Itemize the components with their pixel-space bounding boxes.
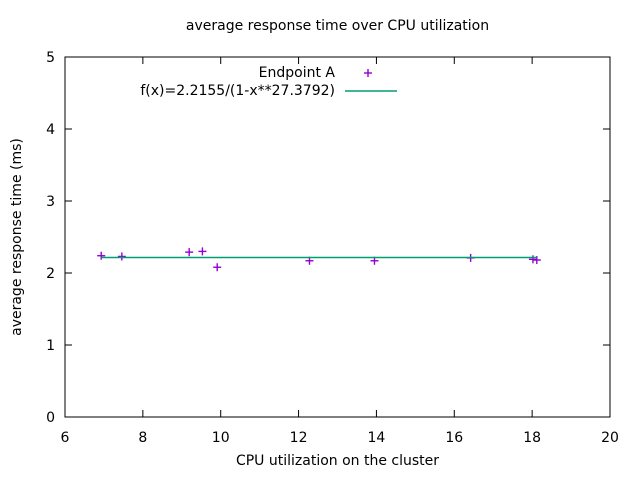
y-tick-label: 3 (46, 194, 55, 210)
x-tick-label: 16 (445, 430, 463, 446)
legend-label-fit-function: f(x)=2.2155/(1-x**27.3792) (140, 83, 335, 99)
x-tick-label: 8 (138, 430, 147, 446)
chart-title: average response time over CPU utilizati… (185, 18, 490, 34)
x-tick-label: 14 (368, 430, 386, 446)
y-tick-label: 1 (46, 338, 55, 354)
y-tick-label: 0 (46, 410, 55, 426)
plot-border (64, 56, 611, 418)
y-tick-label: 4 (46, 122, 55, 138)
x-tick-label: 10 (212, 430, 230, 446)
y-tick-label: 5 (46, 50, 55, 66)
y-tick-label: 2 (46, 266, 55, 282)
x-tick-label: 12 (290, 430, 308, 446)
x-tick-label: 6 (61, 430, 70, 446)
x-tick-label: 18 (523, 430, 541, 446)
legend-label-endpoint-a: Endpoint A (258, 65, 335, 81)
x-tick-label: 20 (601, 430, 619, 446)
y-axis-label: average response time (ms) (9, 138, 25, 336)
x-axis-label: CPU utilization on the cluster (235, 453, 440, 469)
